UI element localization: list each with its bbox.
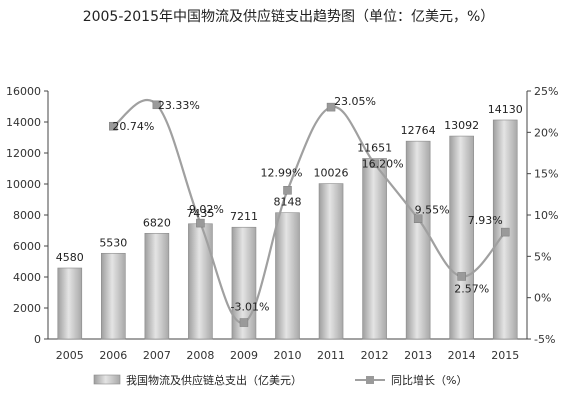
bar-value-label: 6820 <box>143 216 171 229</box>
right-tick-label: 20% <box>534 126 558 139</box>
growth-marker <box>413 214 423 223</box>
growth-marker <box>457 272 466 281</box>
left-tick-label: 8000 <box>13 209 41 222</box>
left-tick-label: 14000 <box>6 116 41 129</box>
growth-marker <box>109 121 118 131</box>
x-tick-label: 2005 <box>56 349 84 362</box>
bar <box>449 135 474 340</box>
bar-value-label: 7435 <box>186 207 214 220</box>
left-tick-label: 6000 <box>13 240 41 253</box>
growth-marker <box>196 218 205 228</box>
growth-line <box>112 98 507 324</box>
bar <box>318 183 344 340</box>
right-tick-label: 0% <box>534 292 551 305</box>
growth-value-label: -3.01% <box>230 301 269 314</box>
left-tick-label: 0 <box>34 333 41 346</box>
bar-value-label: 5530 <box>99 236 127 249</box>
x-tick-label: 2006 <box>99 349 127 362</box>
x-tick-label: 2013 <box>404 349 432 362</box>
legend-bar-swatch <box>93 374 121 385</box>
bar <box>275 212 300 340</box>
bar <box>101 252 126 340</box>
x-tick-label: 2010 <box>274 349 302 362</box>
right-tick-label: 10% <box>534 209 558 222</box>
bar-value-label: 13092 <box>444 119 479 132</box>
bar-value-label: 10026 <box>314 167 349 180</box>
bar <box>188 223 213 340</box>
bar <box>405 140 431 340</box>
growth-marker <box>283 186 292 195</box>
right-tick-label: 15% <box>534 168 558 181</box>
growth-value-label: 7.93% <box>468 214 503 227</box>
x-tick-label: 2009 <box>230 349 258 362</box>
bar-value-label: 12764 <box>401 124 436 137</box>
x-tick-label: 2007 <box>143 349 171 362</box>
x-tick-label: 2014 <box>448 349 476 362</box>
bar <box>57 267 83 340</box>
left-tick-label: 10000 <box>6 178 41 191</box>
x-tick-label: 2012 <box>361 349 389 362</box>
growth-marker <box>370 159 379 168</box>
growth-value-label: 9.55% <box>415 204 450 217</box>
growth-value-label: 23.33% <box>158 99 200 112</box>
growth-line-layer <box>109 98 510 327</box>
bar-value-label: 7211 <box>230 210 258 223</box>
growth-marker <box>500 227 510 237</box>
x-tick-label: 2015 <box>491 349 519 362</box>
growth-value-label: 16.20% <box>362 158 404 171</box>
bar-value-label: 4580 <box>56 251 84 264</box>
growth-marker <box>239 318 249 327</box>
legend-marker-swatch <box>366 376 374 384</box>
chart-title: 2005-2015年中国物流及供应链支出趋势图（单位：亿美元，%） <box>82 9 495 25</box>
data-labels-layer: 4580 5530 6820 7435 7211 8148 10026 11651 12764 1… <box>56 95 523 313</box>
legend-line-label: 同比增长（%） <box>391 373 467 387</box>
growth-marker <box>326 102 336 112</box>
growth-marker <box>152 100 162 110</box>
right-tick-label: 5% <box>534 250 551 263</box>
growth-value-label: 20.74% <box>112 120 154 133</box>
left-tick-label: 4000 <box>13 271 41 284</box>
bars-layer <box>57 119 518 340</box>
x-tick-label: 2008 <box>186 349 214 362</box>
right-tick-label: -5% <box>534 333 555 346</box>
bar <box>362 158 387 340</box>
right-tick-label: 25% <box>534 85 558 98</box>
bar-value-label: 14130 <box>488 103 523 116</box>
left-tick-label: 16000 <box>6 85 41 98</box>
growth-value-label: 12.99% <box>261 166 303 179</box>
growth-value-label: 2.57% <box>454 282 489 295</box>
growth-value-label: 23.05% <box>334 95 376 108</box>
bar-value-label: 11651 <box>357 141 392 154</box>
left-tick-label: 2000 <box>13 302 41 315</box>
legend: 我国物流及供应链总支出（亿美元） 同比增长（%） <box>93 373 467 387</box>
bar-value-label: 8148 <box>274 196 302 209</box>
axes-layer: 0 2000 4000 6000 8000 10000 12000 14000 16000 -5%… <box>6 85 558 362</box>
growth-value-label: 9.02% <box>189 203 224 216</box>
left-tick-label: 12000 <box>6 147 41 160</box>
bar <box>144 232 170 340</box>
legend-bar-label: 我国物流及供应链总支出（亿美元） <box>126 373 302 387</box>
x-tick-label: 2011 <box>317 349 345 362</box>
